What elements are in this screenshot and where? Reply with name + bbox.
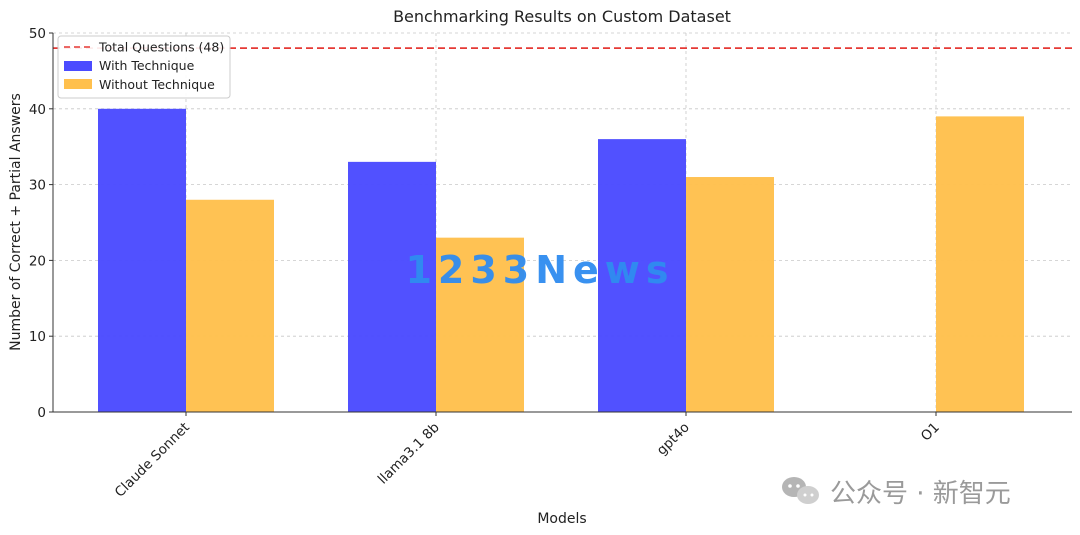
bar bbox=[686, 177, 774, 412]
watermark-wechat-account: 公众号 · 新智元 bbox=[830, 479, 1011, 509]
bar bbox=[186, 199, 274, 412]
bars bbox=[98, 108, 1024, 413]
x-tick-label: gpt4o bbox=[654, 420, 693, 459]
y-tick-label: 30 bbox=[29, 178, 46, 194]
y-tick-label: 50 bbox=[29, 26, 46, 42]
bar bbox=[348, 161, 436, 412]
chart-title: Benchmarking Results on Custom Dataset bbox=[393, 7, 731, 26]
legend-label-without-technique: Without Technique bbox=[99, 77, 215, 92]
legend-swatch-with-technique bbox=[64, 61, 92, 71]
legend: Total Questions (48) With Technique With… bbox=[57, 35, 231, 99]
watermark-1233news: 1233News bbox=[405, 248, 674, 292]
bar bbox=[598, 139, 686, 412]
y-tick-label: 20 bbox=[29, 253, 46, 269]
legend-label-reference: Total Questions (48) bbox=[98, 40, 224, 55]
bar bbox=[436, 237, 524, 412]
x-axis-label: Models bbox=[537, 511, 586, 527]
y-tick-label: 10 bbox=[29, 329, 46, 345]
y-axis-label: Number of Correct + Partial Answers bbox=[8, 93, 24, 351]
axes bbox=[49, 32, 1072, 416]
legend-label-with-technique: With Technique bbox=[99, 58, 195, 73]
x-tick-label: O1 bbox=[918, 420, 943, 445]
legend-swatch-without-technique bbox=[64, 79, 92, 89]
x-tick-label: llama3.1 8b bbox=[375, 420, 443, 488]
x-tick-label: Claude Sonnet bbox=[112, 420, 193, 501]
y-tick-label: 40 bbox=[29, 102, 46, 118]
legend-box bbox=[57, 35, 231, 99]
wechat-icon bbox=[782, 477, 819, 504]
y-tick-label: 0 bbox=[37, 405, 46, 421]
bar bbox=[98, 108, 186, 413]
bar bbox=[936, 116, 1024, 412]
